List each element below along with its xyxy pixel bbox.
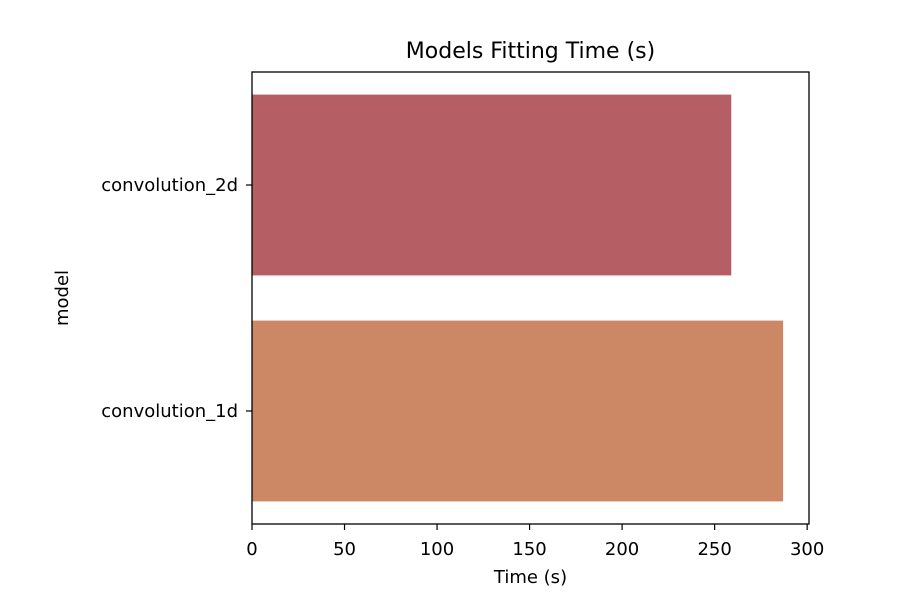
x-ticks-group: 0 50 100 150 200 250 300 bbox=[246, 524, 824, 560]
y-ticks-group: convolution_2d convolution_1d bbox=[101, 175, 252, 422]
chart-title: Models Fitting Time (s) bbox=[406, 39, 655, 64]
y-axis-label: model bbox=[52, 270, 73, 326]
plot-frame bbox=[251, 71, 810, 525]
x-tick-label: 100 bbox=[420, 539, 454, 560]
x-tick-label: 50 bbox=[333, 539, 356, 560]
x-tick-label: 0 bbox=[246, 539, 257, 560]
x-tick-label: 300 bbox=[790, 539, 824, 560]
x-tick-label: 150 bbox=[512, 539, 546, 560]
bars-group bbox=[252, 94, 784, 502]
y-tick-label: convolution_2d bbox=[101, 175, 238, 196]
x-tick-label: 200 bbox=[605, 539, 639, 560]
x-axis-label: Time (s) bbox=[493, 567, 567, 588]
bar-convolution_2d bbox=[252, 94, 732, 276]
bar-convolution_1d bbox=[252, 320, 784, 502]
y-tick-label: convolution_1d bbox=[101, 401, 238, 422]
x-tick-label: 250 bbox=[697, 539, 731, 560]
